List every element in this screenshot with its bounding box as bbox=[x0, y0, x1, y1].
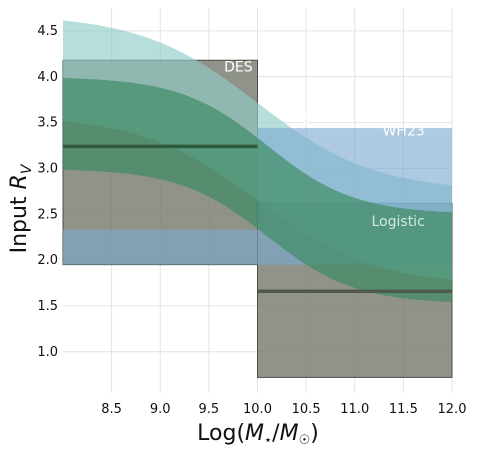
x-tick-label: 11.0 bbox=[340, 402, 369, 417]
y-tick-label: 4.0 bbox=[37, 70, 58, 85]
x-tick-label: 10.5 bbox=[292, 402, 321, 417]
x-tick-label: 9.5 bbox=[199, 402, 220, 417]
x-tick-label: 12.0 bbox=[438, 402, 467, 417]
wh23-band-label: WH23 bbox=[383, 123, 425, 139]
logistic-band bbox=[63, 78, 452, 303]
y-axis-label: Input RV bbox=[7, 163, 35, 253]
y-tick-label: 1.0 bbox=[37, 345, 58, 360]
wh23-band-segment-1 bbox=[63, 229, 258, 265]
mean-lines bbox=[63, 144, 452, 293]
y-tick-label: 1.5 bbox=[37, 299, 58, 314]
x-tick-label: 10.0 bbox=[243, 402, 272, 417]
bands bbox=[62, 20, 453, 378]
y-tick-label: 2.5 bbox=[37, 207, 58, 222]
y-tick-label: 4.5 bbox=[37, 24, 58, 39]
y-tick-label: 3.5 bbox=[37, 116, 58, 131]
x-tick-label: 8.5 bbox=[101, 402, 122, 417]
logistic-band-label: Logistic bbox=[372, 214, 425, 230]
tick-labels: 8.5 9.0 9.5 10.0 10.5 11.0 11.5 12.0 1.0 1.5 2.0 2.… bbox=[37, 24, 466, 417]
des-band-label: DES bbox=[224, 59, 253, 75]
x-axis-label: Log(M⋆/M☉) bbox=[197, 421, 319, 448]
y-tick-label: 3.0 bbox=[37, 161, 58, 176]
x-tick-label: 11.5 bbox=[389, 402, 418, 417]
x-tick-label: 9.0 bbox=[150, 402, 171, 417]
y-tick-label: 2.0 bbox=[37, 253, 58, 268]
